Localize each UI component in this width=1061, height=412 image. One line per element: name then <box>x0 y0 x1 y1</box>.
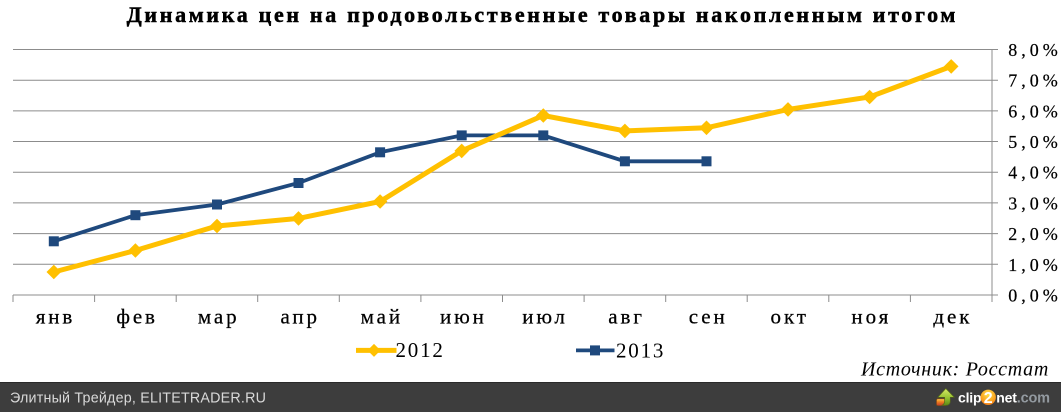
svg-text:2,0%: 2,0% <box>1008 224 1061 244</box>
svg-text:июл: июл <box>522 305 568 329</box>
svg-text:2012: 2012 <box>396 338 445 362</box>
svg-text:мар: мар <box>198 305 240 329</box>
svg-text:Динамика цен на продовольствен: Динамика цен на продовольственные товары… <box>127 2 958 27</box>
svg-text:6,0%: 6,0% <box>1008 101 1061 121</box>
svg-text:net: net <box>996 390 1017 406</box>
svg-text:Источник: Росстат: Источник: Росстат <box>860 359 1049 381</box>
svg-text:ноя: ноя <box>851 305 891 329</box>
svg-text:сен: сен <box>689 305 728 329</box>
svg-text:1,0%: 1,0% <box>1008 255 1061 275</box>
svg-text:2: 2 <box>984 390 993 407</box>
svg-text:0,0%: 0,0% <box>1008 286 1061 306</box>
svg-text:5,0%: 5,0% <box>1008 132 1061 152</box>
svg-text:4,0%: 4,0% <box>1008 163 1061 183</box>
svg-text:Элитный Трейдер, ELITETRADER.R: Элитный Трейдер, ELITETRADER.RU <box>10 391 266 407</box>
svg-text:3,0%: 3,0% <box>1008 193 1061 213</box>
svg-text:фев: фев <box>116 305 158 329</box>
svg-text:апр: апр <box>280 305 319 329</box>
svg-text:2013: 2013 <box>616 339 665 363</box>
svg-text:янв: янв <box>36 305 76 329</box>
svg-text:дек: дек <box>933 305 972 329</box>
svg-text:май: май <box>361 305 403 329</box>
svg-text:окт: окт <box>771 305 809 329</box>
svg-text:7,0%: 7,0% <box>1008 71 1061 91</box>
svg-text:авг: авг <box>608 305 645 329</box>
svg-text:clip: clip <box>958 390 981 406</box>
svg-text:.com: .com <box>1017 391 1050 407</box>
svg-text:июн: июн <box>440 305 487 329</box>
svg-text:8,0%: 8,0% <box>1008 40 1061 60</box>
